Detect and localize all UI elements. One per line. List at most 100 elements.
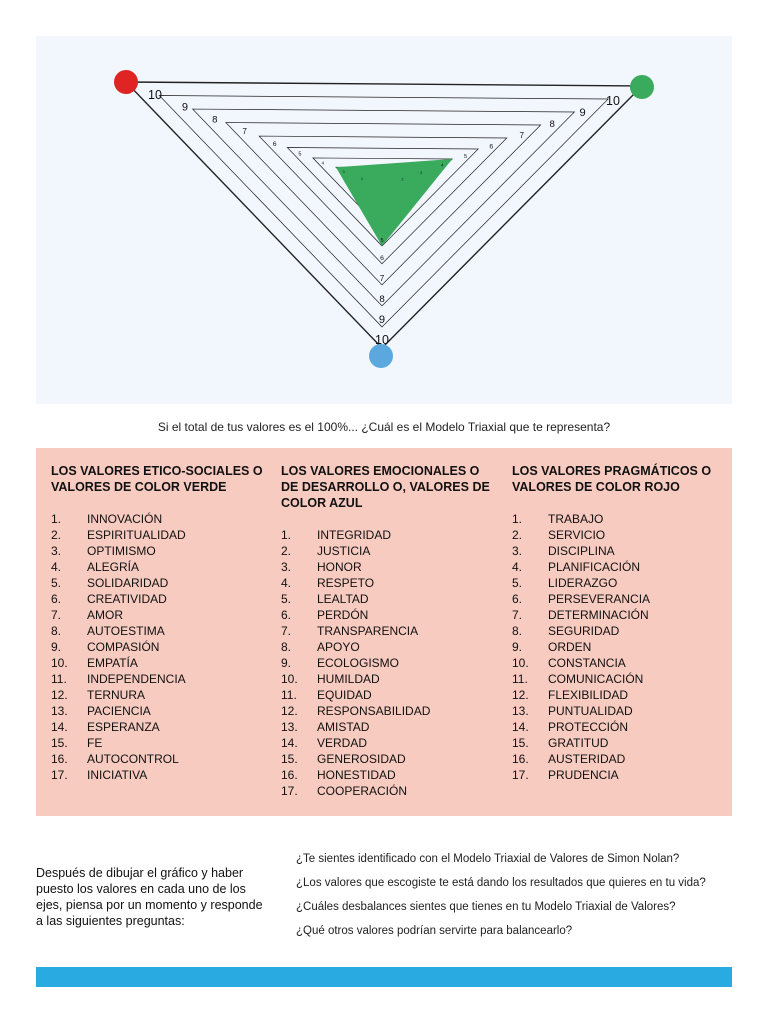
list-item: 12. TERNURA <box>51 688 146 702</box>
list-item: 4. ALEGRÍA <box>51 560 140 574</box>
values-column-red: LOS VALORES PRAGMÁTICOS O VALORES DE COL… <box>512 463 727 783</box>
list-item: 10. EMPATÍA <box>51 656 138 670</box>
level-label-bottom: 10 <box>375 333 389 347</box>
blue-axis-marker <box>369 344 393 368</box>
triangle-level <box>286 147 480 247</box>
column-title-red: LOS VALORES PRAGMÁTICOS O VALORES DE COL… <box>512 464 712 494</box>
list-item: 15. GRATITUD <box>512 736 609 750</box>
list-item: 12. RESPONSABILIDAD <box>281 704 431 718</box>
question-2: ¿Los valores que escogiste te está dando… <box>296 877 706 889</box>
list-item: 4. RESPETO <box>281 576 375 590</box>
list-item: 16. AUSTERIDAD <box>512 752 626 766</box>
level-label-left: 5 <box>298 152 301 158</box>
list-item: 11. COMUNICACIÓN <box>512 672 644 686</box>
list-item: 10. CONSTANCIA <box>512 656 626 670</box>
reflection-questions: ¿Te sientes identificado con el Modelo T… <box>296 851 736 947</box>
values-list-red: 1. TRABAJO 2. SERVICIO 3. DISCIPLINA 4. PLANIFI… <box>512 511 727 783</box>
list-item: 6. PERSEVERANCIA <box>512 592 651 606</box>
values-list-blue: 1. INTEGRIDAD 2. JUSTICIA 3. HONOR 4. RESPETO 5.… <box>281 527 496 799</box>
values-panel: LOS VALORES ETICO-SOCIALES O VALORES DE … <box>36 448 732 816</box>
values-list-green: 1. INNOVACIÓN 2. ESPIRITUALIDAD 3. OPTIMISMO 4… <box>51 511 266 783</box>
list-item: 5. LIDERAZGO <box>512 576 618 590</box>
level-label-right: 3 <box>420 171 422 175</box>
level-label-right: 8 <box>549 119 554 130</box>
column-title-blue: LOS VALORES EMOCIONALES O DE DESARROLLO … <box>281 464 490 510</box>
level-label-left: 2 <box>361 177 363 181</box>
list-item: 17. COOPERACIÓN <box>281 784 408 798</box>
level-label-bottom: 7 <box>380 274 385 283</box>
triangle-level <box>225 122 542 286</box>
level-label-bottom: 9 <box>379 314 385 326</box>
level-label-left: 4 <box>322 161 325 166</box>
level-label-left: 9 <box>182 102 188 114</box>
red-axis-marker <box>114 70 138 94</box>
instructions-text: Después de dibujar el gráfico y haber pu… <box>36 866 263 928</box>
level-label-right: 7 <box>519 131 524 140</box>
list-item: 9. COMPASIÓN <box>51 640 160 654</box>
list-item: 8. AUTOESTIMA <box>51 624 165 638</box>
list-item: 14. ESPERANZA <box>51 720 160 734</box>
level-label-left: 10 <box>148 88 162 102</box>
list-item: 17. PRUDENCIA <box>512 768 619 782</box>
question-1: ¿Te sientes identificado con el Modelo T… <box>296 853 680 865</box>
level-label-right: 9 <box>580 107 586 119</box>
list-item: 3. HONOR <box>281 560 362 574</box>
column-title-green: LOS VALORES ETICO-SOCIALES O VALORES DE … <box>51 464 263 494</box>
list-item: 5. LEALTAD <box>281 592 369 606</box>
triaxial-diagram: 10 10 9 9 8 8 7 7 6 6 5 5 4 4 3 3 2 2 10 9 8 7 6 5 <box>114 70 654 368</box>
triaxial-diagram-panel: 10 10 9 9 8 8 7 7 6 6 5 5 4 4 3 3 2 2 10 9 8 7 6 5 <box>36 36 732 404</box>
level-label-bottom: 5 <box>380 238 383 244</box>
question-4: ¿Qué otros valores podrían servirte para… <box>296 925 573 937</box>
list-item: 14. PROTECCIÓN <box>512 720 629 734</box>
list-item: 7. TRANSPARENCIA <box>281 624 419 638</box>
diagram-caption: Si el total de tus valores es el 100%...… <box>157 420 611 434</box>
list-item: 6. PERDÓN <box>281 608 369 622</box>
list-item: 2. JUSTICIA <box>281 544 371 558</box>
green-axis-marker <box>630 75 654 99</box>
level-label-bottom: 8 <box>379 294 384 305</box>
list-item: 2. SERVICIO <box>512 528 606 542</box>
list-item: 6. CREATIVIDAD <box>51 592 167 606</box>
list-item: 8. APOYO <box>281 640 360 654</box>
list-item: 9. ORDEN <box>512 640 592 654</box>
list-item: 15. GENEROSIDAD <box>281 752 406 766</box>
list-item: 12. FLEXIBILIDAD <box>512 688 629 702</box>
level-label-right: 5 <box>464 154 467 160</box>
list-item: 1. INNOVACIÓN <box>51 512 163 526</box>
triangle-level <box>191 108 576 307</box>
list-item: 11. EQUIDAD <box>281 688 372 702</box>
list-item: 2. ESPIRITUALIDAD <box>51 528 186 542</box>
list-item: 13. PACIENCIA <box>51 704 151 718</box>
level-label-right: 6 <box>489 144 493 151</box>
level-label-right: 2 <box>401 178 403 182</box>
level-label-left: 7 <box>242 127 247 136</box>
list-item: 1. INTEGRIDAD <box>281 528 392 542</box>
list-item: 7. DETERMINACIÓN <box>512 608 649 622</box>
question-3: ¿Cuáles desbalances sientes que tienes e… <box>296 901 676 913</box>
list-item: 1. TRABAJO <box>512 512 604 526</box>
footer-bar <box>36 967 732 987</box>
list-item: 17. INICIATIVA <box>51 768 148 782</box>
list-item: 13. PUNTUALIDAD <box>512 704 633 718</box>
triangle-level <box>124 81 644 350</box>
level-label-right: 10 <box>606 94 620 108</box>
list-item: 11. INDEPENDENCIA <box>51 672 186 686</box>
values-column-blue: LOS VALORES EMOCIONALES O DE DESARROLLO … <box>281 463 496 799</box>
list-item: 3. OPTIMISMO <box>51 544 156 558</box>
list-item: 10. HUMILDAD <box>281 672 380 686</box>
level-label-bottom: 6 <box>380 255 384 262</box>
list-item: 13. AMISTAD <box>281 720 370 734</box>
triangle-level <box>158 95 610 328</box>
list-item: 9. ECOLOGISMO <box>281 656 400 670</box>
list-item: 8. SEGURIDAD <box>512 624 620 638</box>
level-label-left: 8 <box>212 114 217 125</box>
triangle-level <box>258 135 508 265</box>
plotted-values-shape <box>335 159 453 246</box>
list-item: 5. SOLIDARIDAD <box>51 576 169 590</box>
list-item: 15. FE <box>51 736 103 750</box>
level-label-right: 4 <box>441 162 444 167</box>
list-item: 7. AMOR <box>51 608 123 622</box>
level-label-left: 6 <box>273 141 277 148</box>
level-label-left: 3 <box>343 170 345 174</box>
list-item: 3. DISCIPLINA <box>512 544 615 558</box>
